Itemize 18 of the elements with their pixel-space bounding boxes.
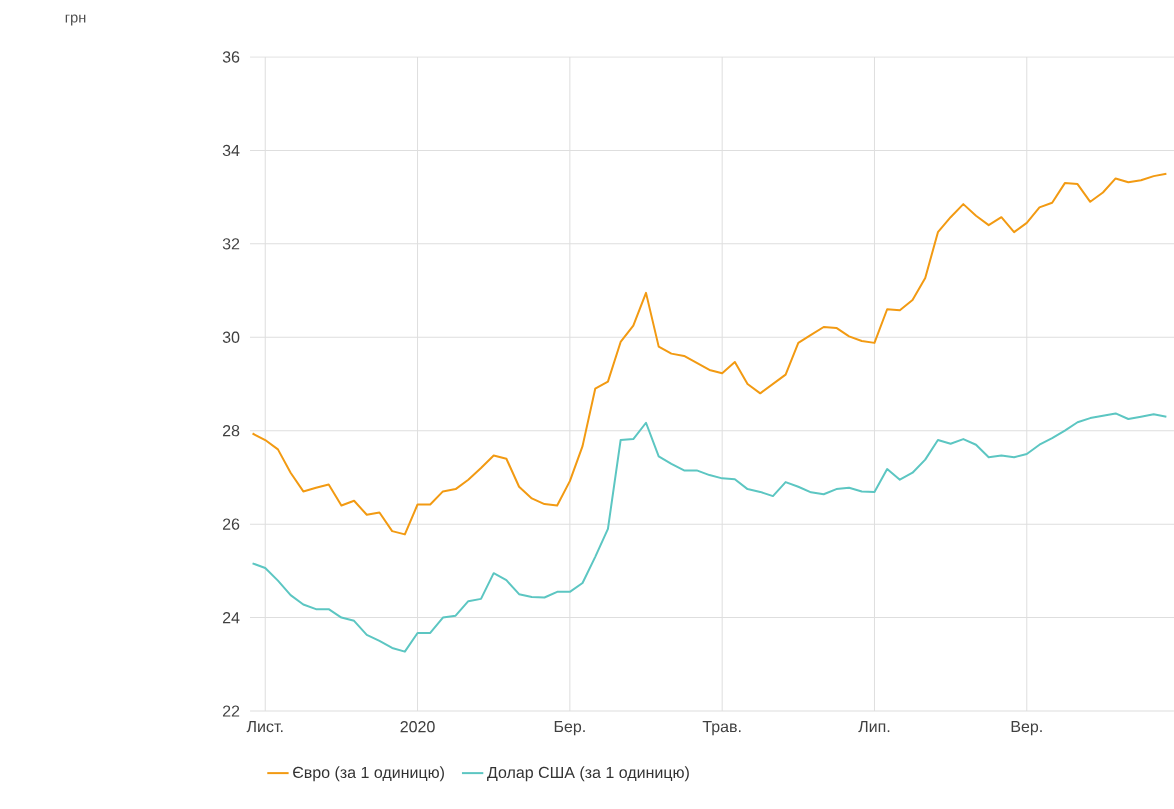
y-tick-label: 22 — [222, 705, 240, 717]
y-tick-label: 26 — [222, 518, 240, 530]
text: грн — [65, 14, 86, 26]
x-tick-label: Вер. — [1011, 721, 1042, 736]
legend-label: Євро (за 1 одиницю) — [293, 766, 444, 782]
line-series — [251, 412, 1168, 653]
x-tick-label: Бер. — [554, 721, 585, 736]
legend-label: Долар США (за 1 одиницю) — [487, 766, 689, 782]
x-tick-label: Лип. — [858, 721, 890, 733]
x-tick-label: Лист. — [246, 721, 283, 733]
x-tick-label: 2020 — [400, 721, 435, 733]
y-tick-label: 34 — [222, 144, 240, 157]
y-tick-label: 24 — [222, 611, 240, 624]
y-tick-label: 32 — [222, 238, 240, 250]
y-tick-label: 36 — [222, 51, 240, 63]
y-tick-label: 30 — [222, 331, 240, 343]
x-tick-label: Трав. — [702, 721, 741, 736]
y-tick-label: 28 — [222, 425, 240, 437]
